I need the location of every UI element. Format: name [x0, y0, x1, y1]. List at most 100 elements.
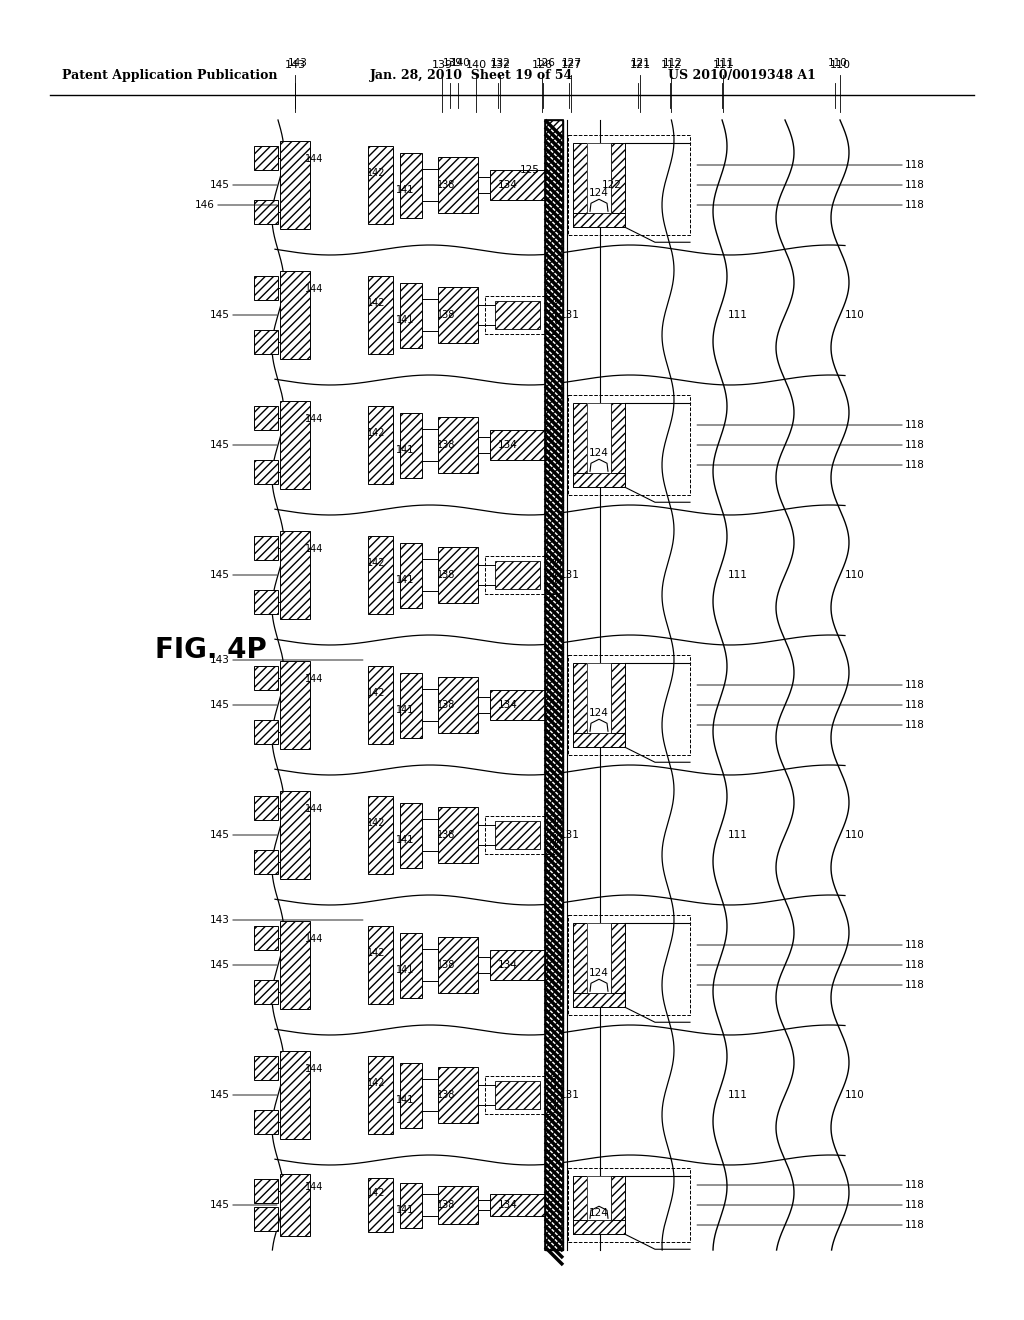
Text: 118: 118 — [697, 160, 925, 170]
Bar — [573, 663, 587, 747]
Bar — [438, 937, 478, 993]
Text: 112: 112 — [660, 59, 682, 70]
Text: 142: 142 — [367, 1078, 385, 1088]
Text: 118: 118 — [697, 459, 925, 470]
Bar — [254, 1206, 278, 1230]
Bar — [611, 403, 625, 487]
Bar — [368, 147, 393, 224]
Text: 111: 111 — [713, 59, 733, 70]
Text: 111: 111 — [728, 1090, 748, 1100]
Text: 110: 110 — [828, 58, 848, 69]
Bar — [587, 143, 611, 214]
Bar — [254, 1056, 278, 1080]
Bar — [490, 1195, 545, 1216]
Text: 142: 142 — [367, 1188, 385, 1199]
Bar — [280, 661, 310, 750]
Text: Jan. 28, 2010  Sheet 19 of 54: Jan. 28, 2010 Sheet 19 of 54 — [370, 69, 573, 82]
Text: 118: 118 — [697, 700, 925, 710]
Bar — [611, 923, 625, 1007]
Bar — [368, 1177, 393, 1232]
Bar — [280, 401, 310, 490]
Text: 131: 131 — [560, 310, 580, 319]
Bar — [400, 932, 422, 998]
Bar — [368, 796, 393, 874]
Bar — [611, 143, 625, 227]
Bar — [438, 548, 478, 603]
Text: 118: 118 — [697, 180, 925, 190]
Text: 143: 143 — [285, 59, 305, 70]
Text: 141: 141 — [396, 705, 414, 715]
Text: 124: 124 — [589, 187, 609, 198]
Text: 141: 141 — [396, 315, 414, 325]
Text: 138: 138 — [437, 1200, 456, 1210]
Bar — [438, 808, 478, 863]
Text: 138: 138 — [437, 570, 456, 579]
Bar — [438, 1068, 478, 1122]
Text: 110: 110 — [845, 830, 865, 840]
Bar — [587, 1176, 611, 1220]
Text: 145: 145 — [210, 310, 278, 319]
Text: 110: 110 — [829, 59, 851, 70]
Text: 144: 144 — [305, 154, 324, 164]
Bar — [254, 1110, 278, 1134]
Text: 141: 141 — [396, 185, 414, 195]
Text: 142: 142 — [367, 818, 385, 828]
Bar — [490, 690, 545, 721]
Text: 124: 124 — [589, 447, 609, 458]
Text: 118: 118 — [697, 201, 925, 210]
Text: 118: 118 — [697, 1200, 925, 1210]
Text: 145: 145 — [210, 440, 278, 450]
Bar — [368, 536, 393, 614]
Text: 144: 144 — [305, 284, 324, 294]
Text: 143: 143 — [288, 58, 308, 69]
Bar — [280, 1051, 310, 1139]
Text: 142: 142 — [367, 558, 385, 568]
Text: 118: 118 — [697, 960, 925, 970]
Text: 131: 131 — [560, 570, 580, 579]
Bar — [280, 531, 310, 619]
Text: 110: 110 — [845, 310, 865, 319]
Bar — [573, 923, 587, 1007]
Text: 138: 138 — [437, 310, 456, 319]
Bar — [280, 791, 310, 879]
Text: 110: 110 — [845, 570, 865, 579]
Text: 144: 144 — [305, 675, 324, 684]
Bar — [280, 141, 310, 230]
Bar — [254, 721, 278, 744]
Bar — [485, 1076, 555, 1114]
Text: 134: 134 — [498, 180, 518, 190]
Text: 144: 144 — [305, 544, 324, 554]
Text: 140: 140 — [452, 58, 471, 69]
Text: 118: 118 — [697, 979, 925, 990]
Text: 121: 121 — [630, 59, 650, 70]
Text: 111: 111 — [728, 310, 748, 319]
Text: 118: 118 — [697, 680, 925, 690]
Text: 124: 124 — [589, 968, 609, 978]
Text: 145: 145 — [210, 1200, 278, 1210]
Bar — [587, 403, 611, 474]
Bar — [490, 950, 545, 981]
Bar — [400, 1063, 422, 1127]
Text: 132: 132 — [492, 58, 511, 69]
Bar — [587, 403, 611, 474]
Bar — [438, 157, 478, 213]
Bar — [495, 561, 540, 589]
Text: 141: 141 — [396, 576, 414, 585]
Text: 143: 143 — [210, 655, 362, 665]
Text: 143: 143 — [210, 915, 362, 925]
Bar — [400, 282, 422, 347]
Bar — [587, 663, 611, 733]
Text: 134: 134 — [498, 960, 518, 970]
Bar — [280, 921, 310, 1010]
Bar — [573, 1220, 625, 1234]
Bar — [254, 276, 278, 300]
Bar — [438, 677, 478, 733]
Bar — [573, 733, 625, 747]
Bar — [400, 803, 422, 867]
Text: 141: 141 — [396, 1096, 414, 1105]
Text: 142: 142 — [367, 428, 385, 438]
Text: 139: 139 — [431, 59, 453, 70]
Bar — [587, 143, 611, 214]
Text: FIG. 4P: FIG. 4P — [155, 636, 266, 664]
Bar — [400, 153, 422, 218]
